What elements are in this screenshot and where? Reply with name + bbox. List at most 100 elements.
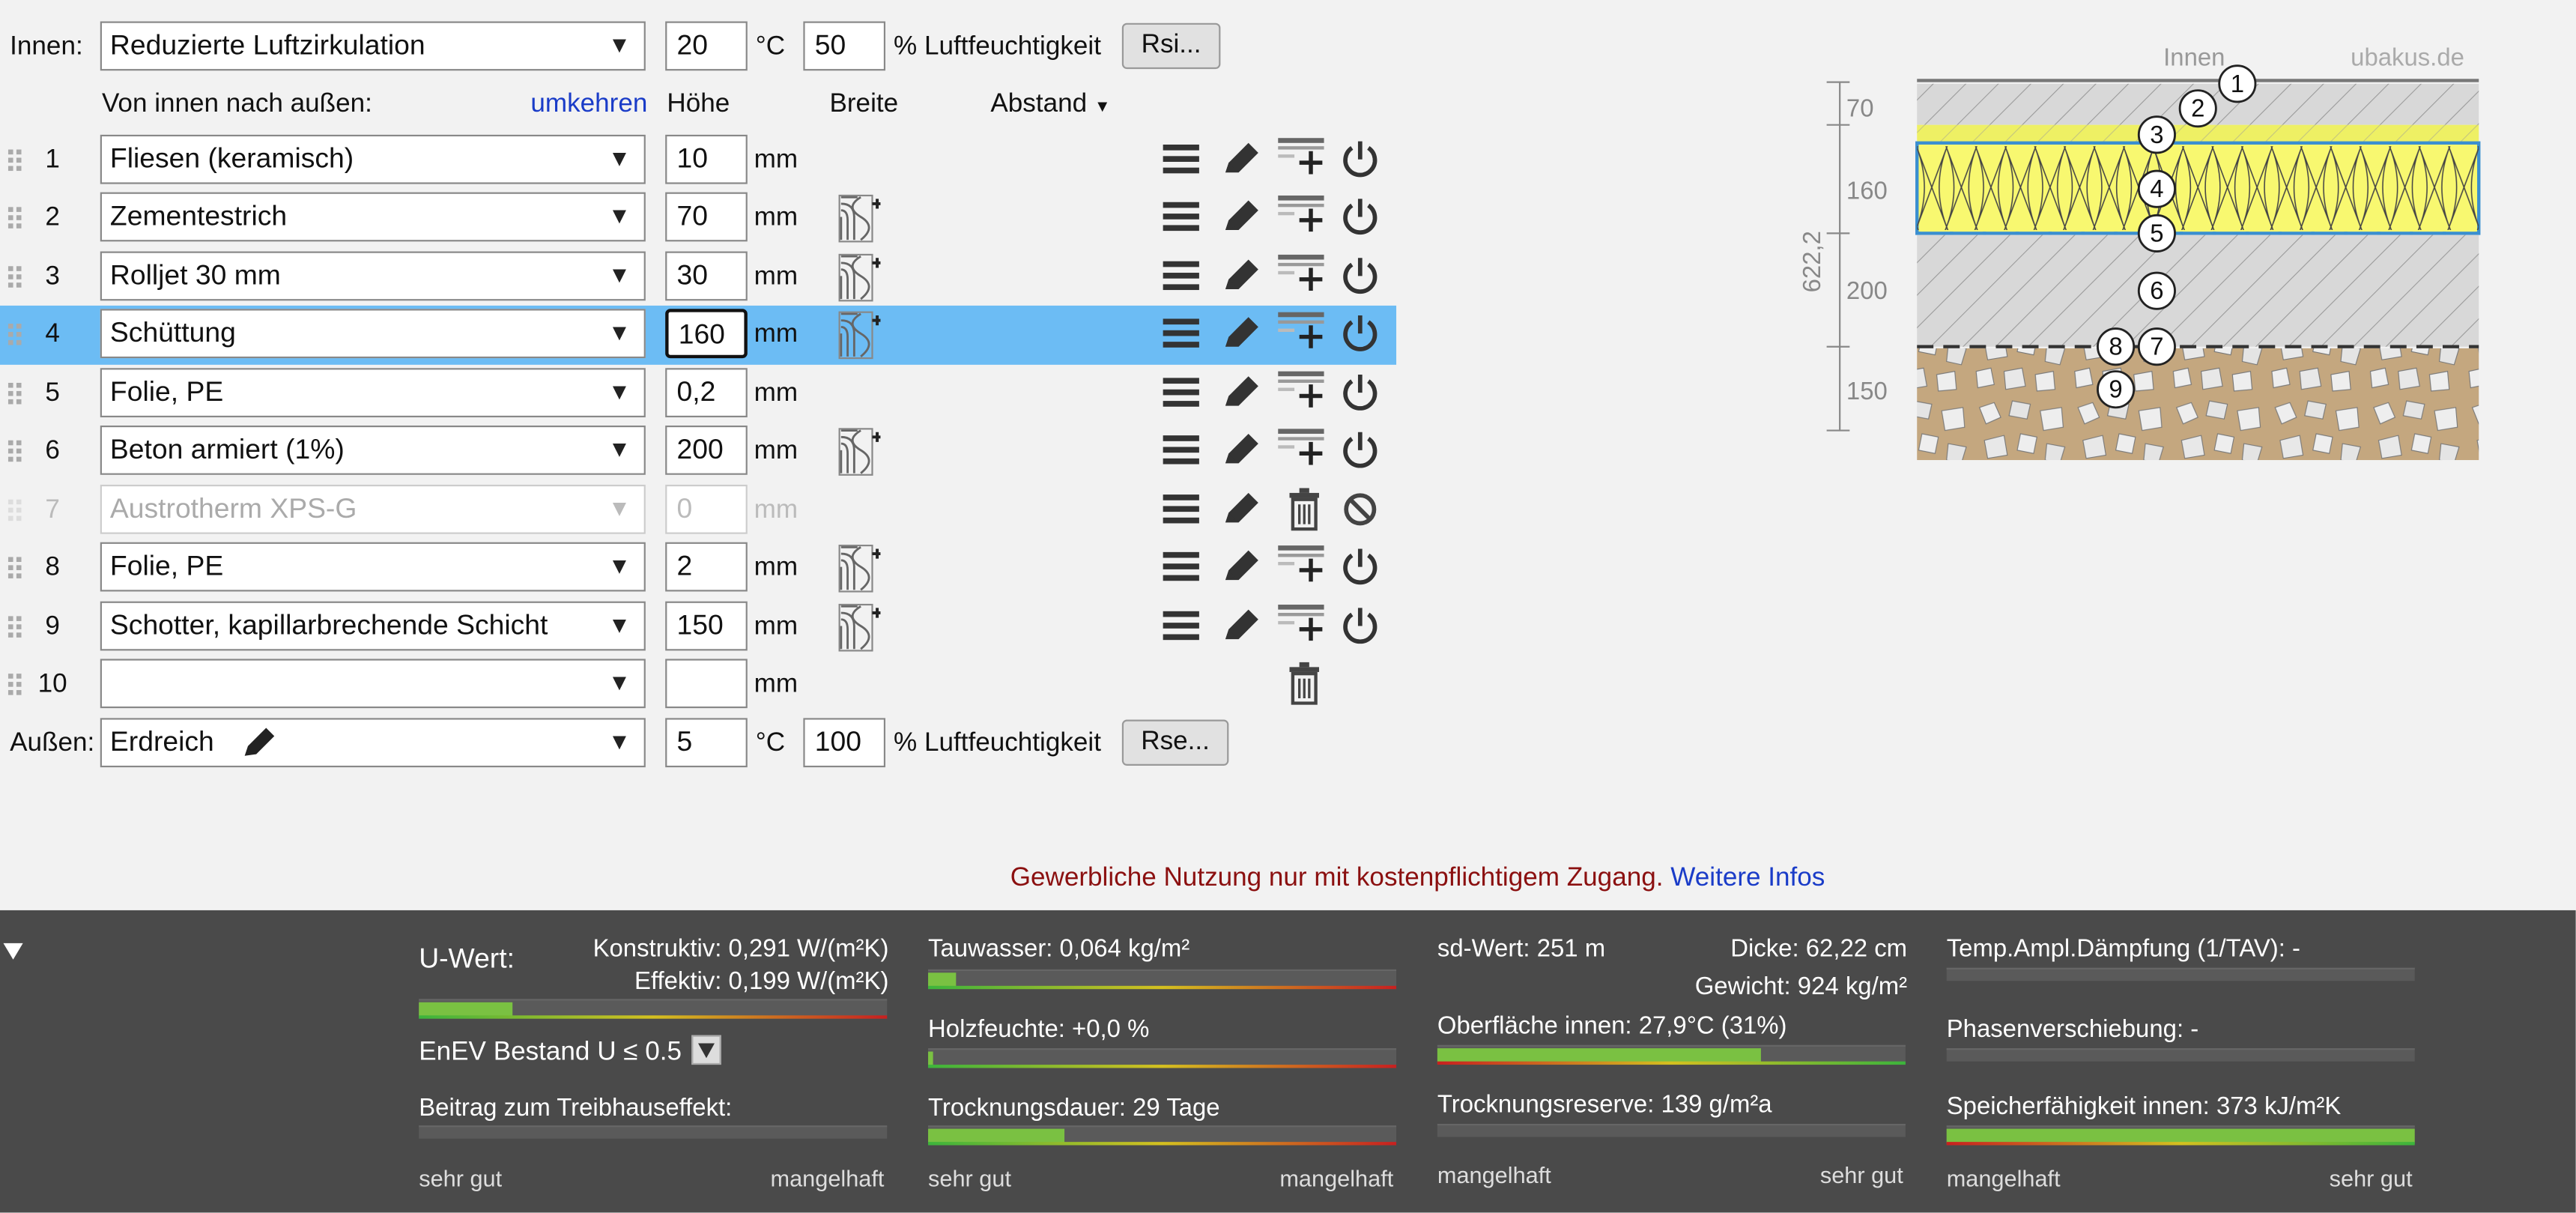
drag-handle-icon[interactable] [7,324,22,347]
drag-handle-icon[interactable] [7,499,22,523]
layer-thickness-input[interactable]: 160 [665,309,748,359]
menu-icon[interactable] [1161,142,1201,186]
pencil-icon[interactable] [1220,429,1263,477]
reverse-link[interactable]: umkehren [530,90,648,118]
menu-icon[interactable] [1161,315,1201,360]
pencil-icon[interactable] [1220,372,1263,420]
holzfeuchte-bar [928,1048,1397,1068]
layer-thickness-input[interactable]: 70 [665,192,748,242]
menu-icon[interactable] [1161,258,1201,302]
layer-thickness-input[interactable]: 150 [665,601,748,651]
outside-temp-input[interactable]: 5 [665,718,748,768]
pencil-icon[interactable] [1220,605,1263,653]
add-layer-icon[interactable] [1278,193,1327,241]
inside-temp-input[interactable]: 20 [665,21,748,71]
add-layer-icon[interactable] [1278,135,1327,183]
menu-icon[interactable] [1161,375,1201,419]
layer-thickness-input[interactable]: 2 [665,542,748,592]
drag-handle-icon[interactable] [7,616,22,639]
collapse-triangle-icon[interactable] [3,943,23,960]
pencil-icon[interactable] [1220,312,1263,360]
power-icon[interactable] [1339,605,1381,656]
trash-icon[interactable] [1285,488,1324,539]
layer-thickness-input[interactable]: 200 [665,425,748,475]
power-icon[interactable] [1339,312,1381,363]
power-icon[interactable] [1339,255,1381,306]
layer-material-select[interactable]: Fliesen (keramisch) ▼ [100,134,646,184]
add-layer-icon[interactable] [1278,542,1327,590]
layer-marker: 8 [2097,327,2136,366]
drag-handle-icon[interactable] [7,266,22,289]
layer-material-select[interactable]: Folie, PE ▼ [100,368,646,418]
pencil-icon[interactable] [1220,196,1263,243]
inside-humidity-input[interactable]: 50 [803,21,886,71]
menu-icon[interactable] [1161,491,1201,536]
speicher-bar [1946,1125,2415,1146]
drag-handle-icon[interactable] [7,149,22,173]
layer-material-select[interactable]: Rolljet 30 mm ▼ [100,251,646,301]
add-layer-icon[interactable] [1278,252,1327,300]
width-settings-icon[interactable] [837,310,882,368]
power-icon[interactable] [1339,429,1381,480]
width-settings-icon[interactable] [837,603,882,661]
layer-material-select[interactable]: Schüttung ▼ [100,309,646,359]
pencil-icon[interactable] [1220,488,1263,536]
menu-icon[interactable] [1161,608,1201,652]
drag-handle-icon[interactable] [7,207,22,230]
pencil-icon[interactable] [1220,138,1263,186]
uwert-effektiv: Effektiv: 0,199 W/(m²K) [634,967,889,996]
drag-handle-icon[interactable] [7,557,22,580]
layer-thickness-input[interactable] [665,659,748,709]
layer-material-select[interactable]: Austrotherm XPS-G ▼ [100,484,646,534]
drag-handle-icon[interactable] [7,382,22,406]
enev-dropdown[interactable] [691,1035,721,1065]
outside-humidity-input[interactable]: 100 [803,718,886,768]
power-icon[interactable] [1339,196,1381,246]
layer-material-value: Rolljet 30 mm [109,259,281,291]
drag-handle-icon[interactable] [7,674,22,697]
oberflaeche-bar-gradient [1437,1061,1906,1065]
rse-button[interactable]: Rse... [1121,719,1229,766]
outside-condition-select[interactable]: Erdreich ▼ [100,718,646,768]
layer-material-select[interactable]: Folie, PE ▼ [100,542,646,592]
width-settings-icon[interactable] [837,544,882,602]
power-icon[interactable] [1339,138,1381,189]
col-distance-header[interactable]: Abstand ▼ [990,91,1110,120]
layer-material-select[interactable]: Schotter, kapillarbrechende Schicht ▼ [100,601,646,651]
layer-marker: 4 [2137,169,2176,208]
add-layer-icon[interactable] [1278,426,1327,474]
width-settings-icon[interactable] [837,253,882,311]
layer-material-select[interactable]: ▼ [100,659,646,709]
power-icon[interactable] [1339,372,1381,423]
outside-temp-unit: °C [755,729,786,757]
layer-thickness-input[interactable]: 10 [665,134,748,184]
layer-material-select[interactable]: Zementestrich ▼ [100,192,646,242]
col-height-header: Höhe [667,90,730,118]
menu-icon[interactable] [1161,432,1201,477]
menu-icon[interactable] [1161,548,1201,593]
disabled-icon[interactable] [1342,491,1378,536]
width-settings-icon[interactable] [837,194,882,252]
inside-condition-select[interactable]: Reduzierte Luftzirkulation ▼ [100,21,646,71]
tauwasser-bar-fill [928,972,957,987]
pencil-icon[interactable] [1220,255,1263,303]
drag-handle-icon[interactable] [7,440,22,464]
width-settings-icon[interactable] [837,427,882,485]
add-layer-icon[interactable] [1278,368,1327,416]
layer-thickness-input[interactable]: 30 [665,251,748,301]
add-layer-icon[interactable] [1278,309,1327,357]
pencil-icon[interactable] [1220,545,1263,593]
power-icon[interactable] [1339,545,1381,596]
add-layer-icon[interactable] [1278,602,1327,650]
trash-icon[interactable] [1285,662,1324,713]
chevron-down-icon: ▼ [607,728,631,754]
dropdown-arrow-icon [698,1043,715,1059]
rsi-button[interactable]: Rsi... [1121,22,1221,70]
layer-thickness-input[interactable]: 0,2 [665,368,748,418]
more-info-link[interactable]: Weitere Infos [1670,864,1825,892]
pencil-icon[interactable] [240,725,279,760]
dicke-label: Dicke: 62,22 cm [1730,934,1908,964]
layer-material-select[interactable]: Beton armiert (1%) ▼ [100,425,646,475]
menu-icon[interactable] [1161,199,1201,243]
layer-thickness-input[interactable]: 0 [665,484,748,534]
